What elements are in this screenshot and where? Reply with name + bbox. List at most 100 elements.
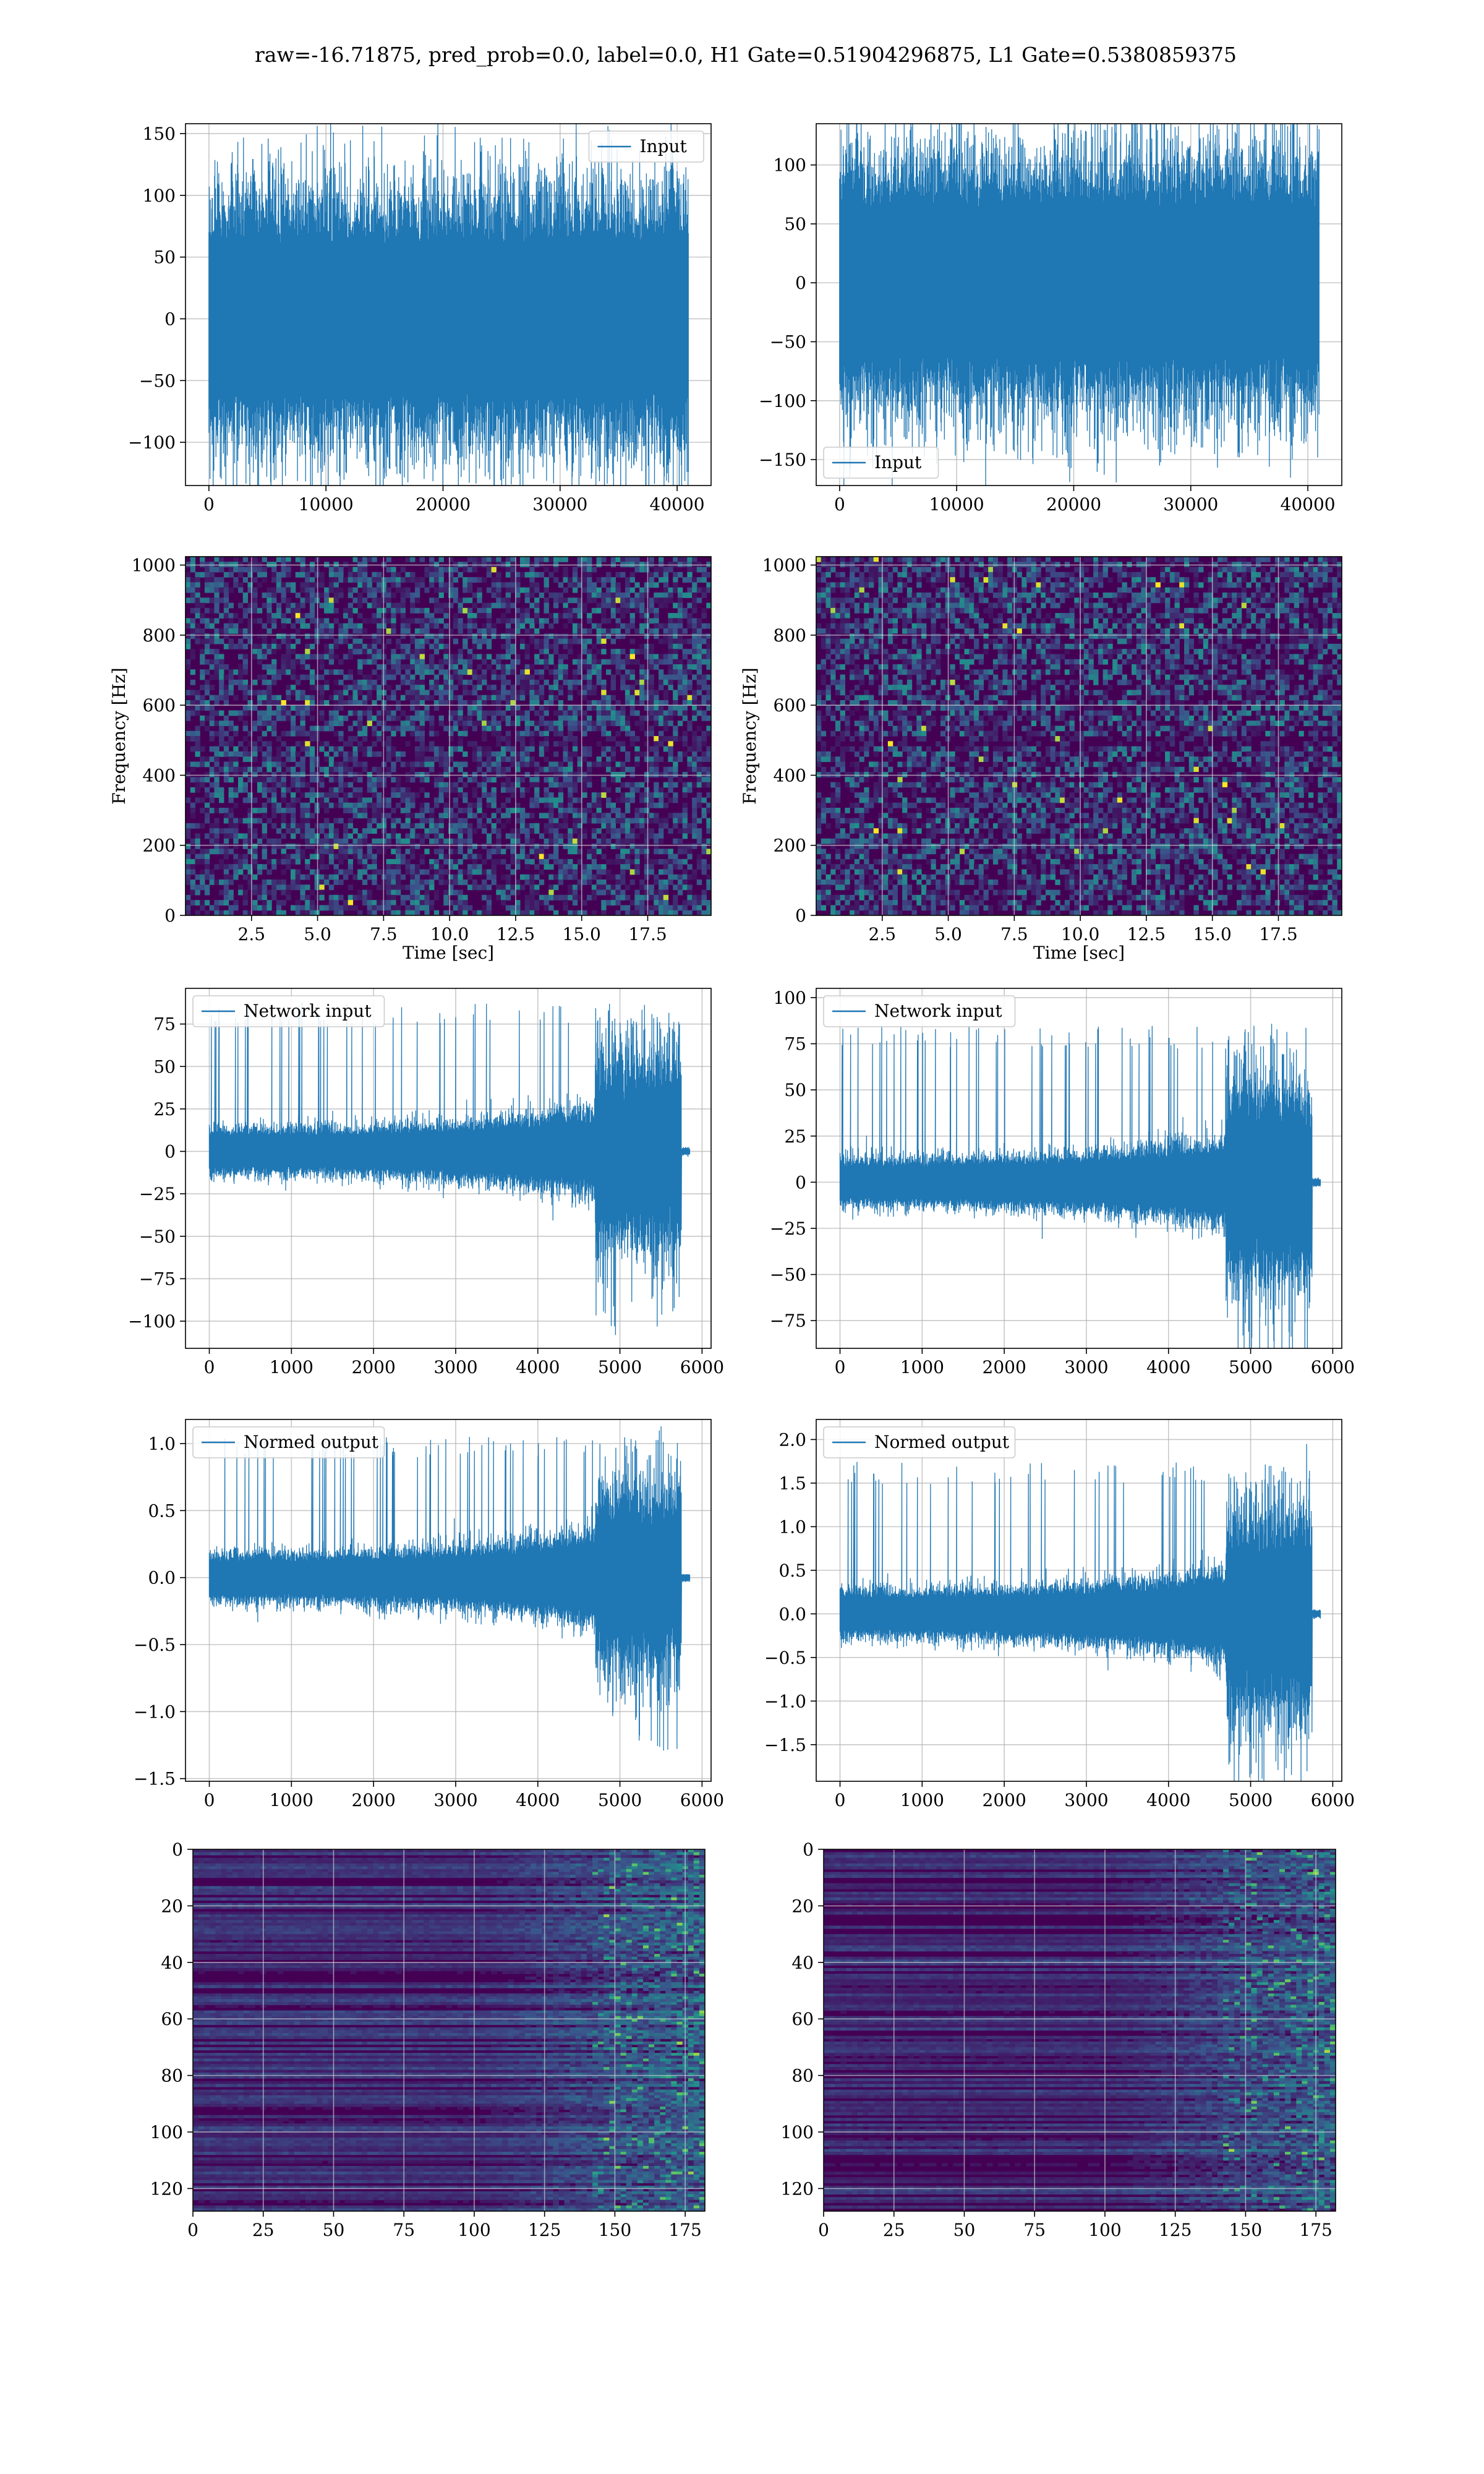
- h1-network-input-ytick-label: −100: [128, 1311, 176, 1332]
- l1-network-input-xtick-label: 6000: [1311, 1357, 1355, 1377]
- h1-spectrogram-xlabel: Time [sec]: [403, 943, 494, 963]
- h1-spectrogram-ytick-label: 800: [143, 625, 176, 646]
- h1-feature-map-ytick-label: 80: [161, 2066, 183, 2086]
- h1-spectrogram-xtick-label: 5.0: [304, 924, 331, 944]
- l1-network-input-xtick-label: 5000: [1229, 1357, 1273, 1377]
- h1-spectrogram-xtick-label: 2.5: [238, 924, 266, 944]
- l1-spectrogram-frame: [816, 556, 1342, 916]
- l1-network-input-ytick-label: 75: [784, 1034, 806, 1055]
- h1-normed-output-series-line: [208, 1426, 691, 1751]
- h1-feature-map-xtick-label: 0: [187, 2220, 198, 2240]
- l1-normed-output-xtick-label: 3000: [1064, 1790, 1108, 1810]
- h1-network-input-xtick-label: 3000: [433, 1357, 477, 1377]
- l1-network-input-legend: Network input: [823, 995, 1016, 1027]
- l1-spectrogram-xtick-label: 10.0: [1061, 924, 1099, 944]
- h1-spectrogram-ytick-label: 0: [164, 905, 176, 926]
- h1-normed-output-xtick-label: 5000: [598, 1790, 642, 1810]
- h1-normed-output-axes: 0 1000 2000 3000 4000 5000 6000 −1.5 −1.0 −0.5 0.0…: [134, 1419, 724, 1810]
- l1-network-input-frame: [816, 988, 1342, 1349]
- h1-network-input-xtick-label: 0: [204, 1357, 215, 1377]
- l1-network-input-legend-label: Network input: [874, 1001, 1002, 1021]
- l1-input-legend: Input: [823, 447, 939, 479]
- h1-feature-map-frame: [192, 1849, 706, 2212]
- l1-network-input-axes: 0 1000 2000 3000 4000 5000 6000 −75 −50 −25 0 25 50 7…: [770, 988, 1355, 1377]
- l1-normed-output-ytick-label: −1.5: [764, 1735, 806, 1755]
- l1-feature-map-axes: 0 25 50 75 100 125 150 175 0 20 40 60 80 100 120: [781, 1839, 1336, 2240]
- l1-spectrogram-xtick-label: 2.5: [869, 924, 897, 944]
- l1-feature-map-ytick-label: 100: [781, 2122, 814, 2142]
- h1-spectrogram-ytick-label: 200: [143, 836, 176, 856]
- l1-feature-map-ytick-label: 60: [791, 2009, 814, 2029]
- l1-input-xtick-label: 10000: [929, 494, 984, 515]
- l1-feature-map-ytick-label: 20: [791, 1896, 814, 1916]
- l1-feature-map-ytick-label: 120: [781, 2178, 814, 2199]
- l1-feature-map-ytick-label: 40: [791, 1953, 814, 1973]
- h1-input-ytick-label: 100: [143, 186, 176, 206]
- l1-spectrogram-axes: 2.5 5.0 7.5 10.0 12.5 15.0 17.5 0 200 400 600 800 10…: [740, 555, 1342, 963]
- h1-network-input-ytick-label: −50: [139, 1226, 176, 1247]
- l1-feature-map-ytick-label: 0: [803, 1839, 814, 1860]
- l1-normed-output-ytick-label: −1.0: [764, 1691, 806, 1711]
- h1-spectrogram-xtick-label: 15.0: [563, 924, 601, 944]
- l1-feature-map-xtick-label: 50: [953, 2220, 976, 2240]
- h1-spectrogram-ytick-label: 600: [143, 695, 176, 716]
- h1-normed-output-ytick-label: −1.5: [134, 1769, 176, 1789]
- l1-spectrogram-cells: [816, 557, 1342, 915]
- figure-title: raw=-16.71875, pred_prob=0.0, label=0.0,…: [255, 43, 1237, 67]
- l1-network-input-ytick-label: 0: [795, 1172, 806, 1192]
- h1-network-input-xtick-label: 1000: [270, 1357, 313, 1377]
- h1-input-legend: Input: [588, 131, 704, 163]
- l1-normed-output-xtick-label: 5000: [1229, 1790, 1273, 1810]
- h1-input-xtick-label: 10000: [299, 494, 354, 515]
- l1-input-ytick-label: 0: [795, 273, 806, 293]
- h1-feature-map-xtick-label: 175: [668, 2220, 701, 2240]
- l1-normed-output-axes: 0 1000 2000 3000 4000 5000 6000 −1.5 −1.0 −0.5 0.0…: [764, 1419, 1355, 1810]
- h1-feature-map-ytick-label: 40: [161, 1953, 183, 1973]
- l1-network-input-xtick-label: 3000: [1064, 1357, 1108, 1377]
- l1-feature-map-xtick-label: 175: [1299, 2220, 1332, 2240]
- l1-spectrogram-xtick-label: 5.0: [934, 924, 962, 944]
- l1-normed-output-xtick-label: 2000: [983, 1790, 1026, 1810]
- h1-normed-output-ytick-label: 1.0: [148, 1434, 176, 1454]
- h1-normed-output-xtick-label: 1000: [270, 1790, 313, 1810]
- l1-network-input-xtick-label: 0: [835, 1357, 846, 1377]
- l1-spectrogram-ytick-label: 800: [774, 625, 806, 646]
- l1-normed-output-ytick-label: 1.0: [778, 1517, 806, 1537]
- l1-feature-map-xtick-label: 125: [1159, 2220, 1192, 2240]
- h1-feature-map-xtick-label: 25: [252, 2220, 275, 2240]
- h1-feature-map-xtick-label: 150: [599, 2220, 631, 2240]
- h1-network-input-series-line: [208, 1002, 691, 1335]
- l1-input-ytick-label: −150: [759, 450, 806, 470]
- l1-input-ytick-label: 100: [774, 155, 806, 176]
- h1-input-xtick-label: 30000: [532, 494, 587, 515]
- h1-input-ytick-label: 50: [153, 247, 176, 268]
- h1-feature-map-ytick-label: 120: [150, 2178, 183, 2199]
- l1-spectrogram-xtick-label: 17.5: [1259, 924, 1297, 944]
- l1-input-xtick-label: 40000: [1281, 494, 1336, 515]
- h1-spectrogram-xtick-label: 10.0: [430, 924, 469, 944]
- l1-network-input-ytick-label: −50: [770, 1265, 806, 1285]
- h1-spectrogram-grid: [186, 557, 711, 916]
- l1-network-input-ytick-label: 100: [774, 988, 806, 1008]
- l1-spectrogram-ytick-label: 200: [774, 836, 806, 856]
- h1-spectrogram-ytick-label: 400: [143, 765, 176, 785]
- h1-feature-map-ytick-label: 100: [150, 2122, 183, 2142]
- l1-input-ytick-label: −50: [770, 332, 806, 353]
- l1-input-frame: [816, 123, 1342, 486]
- h1-spectrogram-xtick-label: 17.5: [628, 924, 667, 944]
- h1-input-ytick-label: 0: [164, 309, 176, 329]
- h1-spectrogram-ytick-label: 1000: [132, 555, 176, 576]
- h1-feature-map-ytick-label: 60: [161, 2009, 183, 2029]
- h1-feature-map-xtick-label: 100: [458, 2220, 490, 2240]
- h1-input-xtick-label: 0: [203, 494, 215, 515]
- h1-network-input-ytick-label: 50: [153, 1056, 176, 1077]
- l1-feature-map-xtick-label: 75: [1023, 2220, 1046, 2240]
- h1-input-xtick-label: 40000: [650, 494, 705, 515]
- l1-normed-output-legend: Normed output: [823, 1426, 1016, 1458]
- h1-normed-output-xtick-label: 2000: [352, 1790, 396, 1810]
- h1-network-input-frame: [185, 988, 712, 1349]
- h1-spectrogram-cells: [186, 557, 711, 915]
- h1-spectrogram-ylabel: Frequency [Hz]: [109, 667, 129, 804]
- l1-network-input-ytick-label: −25: [770, 1218, 806, 1239]
